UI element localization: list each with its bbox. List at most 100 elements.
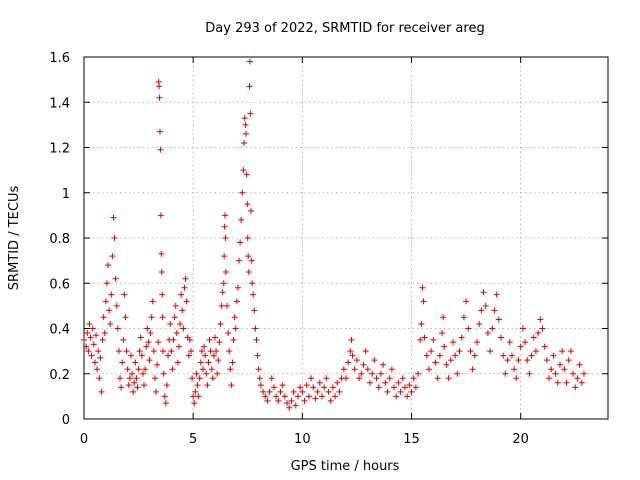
- data-point: [234, 284, 241, 291]
- data-point: [552, 370, 559, 377]
- data-point: [447, 357, 454, 364]
- data-point: [219, 289, 226, 296]
- data-point: [469, 366, 476, 373]
- data-point: [251, 307, 258, 314]
- data-point: [305, 393, 312, 400]
- data-point: [275, 397, 282, 404]
- data-point: [124, 366, 131, 373]
- data-point: [89, 325, 96, 332]
- data-point: [395, 379, 402, 386]
- data-point: [246, 58, 253, 65]
- data-point: [277, 388, 284, 395]
- data-point: [301, 397, 308, 404]
- data-point: [519, 325, 526, 332]
- data-point: [440, 314, 447, 321]
- y-tick-label: 1.6: [49, 51, 70, 66]
- data-point: [156, 83, 163, 90]
- data-point: [351, 366, 358, 373]
- data-point: [504, 357, 511, 364]
- data-point: [517, 343, 524, 350]
- data-point: [238, 216, 245, 223]
- data-point: [194, 382, 201, 389]
- data-point: [222, 212, 229, 219]
- data-point: [132, 359, 139, 366]
- data-point: [380, 361, 387, 368]
- data-point: [145, 339, 152, 346]
- data-point: [175, 343, 182, 350]
- data-point: [160, 348, 167, 355]
- data-point: [489, 325, 496, 332]
- data-point: [246, 83, 253, 90]
- data-point: [241, 115, 248, 122]
- data-point: [312, 395, 319, 402]
- data-point: [425, 366, 432, 373]
- data-point: [225, 330, 232, 337]
- data-point: [226, 348, 233, 355]
- data-point: [205, 359, 212, 366]
- data-point: [244, 235, 251, 241]
- data-point: [513, 375, 520, 382]
- data-point: [524, 357, 531, 364]
- data-point: [134, 384, 141, 391]
- data-point: [364, 366, 371, 373]
- data-point: [347, 348, 354, 355]
- data-point: [117, 375, 124, 382]
- data-point: [83, 343, 90, 350]
- data-point: [81, 336, 87, 343]
- data-point: [243, 130, 250, 137]
- data-point: [245, 268, 252, 275]
- data-point: [91, 359, 98, 366]
- data-point: [353, 357, 360, 364]
- data-point: [162, 400, 169, 407]
- data-point: [371, 357, 378, 364]
- data-point: [248, 257, 255, 264]
- data-point: [201, 343, 208, 350]
- data-point: [195, 393, 202, 400]
- chart-title: Day 293 of 2022, SRMTID for receiver are…: [205, 21, 484, 36]
- data-point: [233, 298, 240, 305]
- axis-ticks: 0 0.2 0.4 0.6 0.8 1 1.2 1.4 1.6 0 5 10 15 20: [49, 51, 608, 447]
- data-point: [190, 393, 197, 400]
- data-point: [101, 330, 108, 337]
- data-point: [154, 361, 161, 368]
- data-point: [526, 370, 533, 377]
- data-point: [559, 348, 566, 355]
- data-point: [548, 366, 555, 373]
- data-point: [245, 253, 252, 260]
- data-point: [375, 384, 382, 391]
- y-tick-label: 0.4: [49, 323, 70, 338]
- data-point: [253, 336, 260, 343]
- data-point: [449, 339, 456, 346]
- data-point: [471, 352, 478, 359]
- data-point: [420, 298, 427, 305]
- data-point: [292, 402, 299, 409]
- data-point: [270, 384, 277, 391]
- data-point: [186, 336, 193, 343]
- data-point: [151, 375, 158, 382]
- data-point: [222, 235, 229, 241]
- data-point: [454, 370, 461, 377]
- data-point: [126, 375, 133, 382]
- y-tick-label: 1: [62, 187, 70, 202]
- data-point: [356, 375, 363, 382]
- data-point: [221, 253, 228, 260]
- data-point: [530, 334, 537, 341]
- data-point: [137, 334, 144, 341]
- data-point: [165, 352, 172, 359]
- data-point: [373, 375, 380, 382]
- data-point: [86, 320, 93, 327]
- data-point: [382, 379, 389, 386]
- data-point: [327, 397, 334, 404]
- data-point: [167, 320, 174, 327]
- data-point: [268, 375, 275, 382]
- data-point: [227, 366, 234, 373]
- data-point: [537, 316, 544, 323]
- data-point: [95, 348, 102, 355]
- data-point: [249, 280, 256, 287]
- data-point: [138, 352, 145, 359]
- data-point: [367, 379, 374, 386]
- data-point: [148, 314, 155, 321]
- data-point: [102, 298, 109, 305]
- data-point: [143, 343, 150, 350]
- data-point: [308, 375, 315, 382]
